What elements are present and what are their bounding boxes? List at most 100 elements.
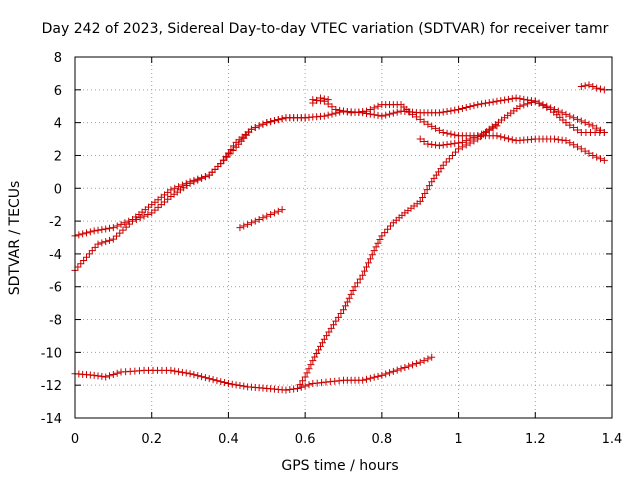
data-point-marker bbox=[217, 160, 225, 168]
data-point-marker bbox=[363, 263, 371, 271]
data-point-marker bbox=[554, 107, 562, 115]
data-point-marker bbox=[94, 240, 102, 248]
data-point-marker bbox=[593, 84, 601, 92]
data-point-marker bbox=[485, 99, 493, 107]
data-point-marker bbox=[328, 103, 336, 111]
y-tick-label: -14 bbox=[41, 412, 62, 427]
data-points bbox=[71, 81, 608, 394]
data-point-marker bbox=[393, 366, 401, 374]
data-point-marker bbox=[205, 375, 213, 383]
data-point-marker bbox=[247, 125, 255, 133]
data-point-marker bbox=[382, 111, 390, 119]
data-point-marker bbox=[409, 361, 417, 369]
data-point-marker bbox=[255, 215, 263, 223]
data-point-marker bbox=[585, 81, 593, 89]
data-point-marker bbox=[336, 106, 344, 114]
data-point-marker bbox=[328, 110, 336, 118]
data-point-marker bbox=[320, 112, 328, 120]
data-point-marker bbox=[420, 357, 428, 365]
data-point-marker bbox=[167, 186, 175, 194]
data-point-marker bbox=[512, 94, 520, 102]
data-point-marker bbox=[129, 217, 137, 225]
data-point-marker bbox=[90, 371, 98, 379]
data-point-marker bbox=[573, 126, 581, 134]
data-point-marker bbox=[186, 179, 194, 187]
data-point-marker bbox=[194, 372, 202, 380]
data-point-marker bbox=[412, 360, 420, 368]
data-point-marker bbox=[382, 370, 390, 378]
data-point-marker bbox=[220, 156, 228, 164]
data-point-marker bbox=[90, 227, 98, 235]
data-point-marker bbox=[229, 147, 237, 155]
data-point-marker bbox=[332, 317, 340, 325]
data-point-marker bbox=[102, 238, 110, 246]
data-point-marker bbox=[251, 217, 259, 225]
data-point-marker bbox=[113, 232, 121, 240]
data-point-marker bbox=[485, 126, 493, 134]
data-point-marker bbox=[190, 371, 198, 379]
data-point-marker bbox=[301, 114, 309, 122]
data-point-marker bbox=[119, 226, 127, 234]
data-point-marker bbox=[85, 250, 93, 258]
data-point-marker bbox=[481, 99, 489, 107]
data-point-marker bbox=[466, 135, 474, 143]
data-point-marker bbox=[508, 95, 516, 103]
x-axis-title: GPS time / hours bbox=[281, 458, 398, 474]
data-point-marker bbox=[316, 94, 324, 102]
data-point-marker bbox=[428, 141, 436, 149]
y-tick-label: -2 bbox=[49, 215, 62, 230]
data-point-marker bbox=[562, 110, 570, 118]
data-point-marker bbox=[455, 145, 463, 153]
data-point-marker bbox=[425, 182, 433, 190]
data-point-marker bbox=[566, 139, 574, 147]
data-point-marker bbox=[140, 212, 148, 220]
data-point-marker bbox=[359, 376, 367, 384]
data-point-marker bbox=[366, 374, 374, 382]
data-point-marker bbox=[570, 124, 578, 132]
data-point-marker bbox=[324, 96, 332, 104]
y-tick-label: -4 bbox=[49, 248, 62, 263]
data-point-marker bbox=[301, 373, 309, 381]
data-point-marker bbox=[303, 369, 311, 377]
data-point-marker bbox=[504, 95, 512, 103]
data-point-marker bbox=[316, 342, 324, 350]
data-point-marker bbox=[255, 122, 263, 130]
data-point-marker bbox=[327, 324, 335, 332]
x-tick-label: 0 bbox=[71, 432, 79, 447]
data-point-marker bbox=[393, 108, 401, 116]
data-point-marker bbox=[562, 119, 570, 127]
data-point-marker bbox=[520, 101, 528, 109]
x-tick-label: 0.6 bbox=[295, 432, 316, 447]
data-point-marker bbox=[577, 117, 585, 125]
data-point-marker bbox=[117, 220, 125, 228]
data-point-marker bbox=[106, 372, 114, 380]
data-point-marker bbox=[223, 153, 231, 161]
data-point-marker bbox=[566, 121, 574, 129]
data-point-marker bbox=[474, 132, 482, 140]
data-point-marker bbox=[167, 366, 175, 374]
data-point-marker bbox=[309, 99, 317, 107]
data-point-marker bbox=[259, 120, 267, 128]
data-point-marker bbox=[378, 371, 386, 379]
data-point-marker bbox=[363, 375, 371, 383]
data-point-marker bbox=[106, 224, 114, 232]
x-tick-label: 1.4 bbox=[602, 432, 623, 447]
data-point-marker bbox=[364, 259, 372, 267]
data-point-marker bbox=[370, 104, 378, 112]
data-point-marker bbox=[368, 251, 376, 259]
data-point-marker bbox=[263, 212, 271, 220]
data-point-marker bbox=[478, 130, 486, 138]
data-point-marker bbox=[240, 382, 248, 390]
data-point-marker bbox=[334, 313, 342, 321]
data-point-marker bbox=[144, 211, 152, 219]
data-point-marker bbox=[102, 373, 110, 381]
data-point-marker bbox=[462, 137, 470, 145]
data-point-marker bbox=[577, 145, 585, 153]
data-point-marker bbox=[307, 361, 315, 369]
data-point-marker bbox=[354, 279, 362, 287]
data-point-marker bbox=[501, 96, 509, 104]
data-point-marker bbox=[589, 151, 597, 159]
data-point-marker bbox=[432, 141, 440, 149]
data-point-marker bbox=[374, 102, 382, 110]
data-point-marker bbox=[83, 253, 91, 261]
